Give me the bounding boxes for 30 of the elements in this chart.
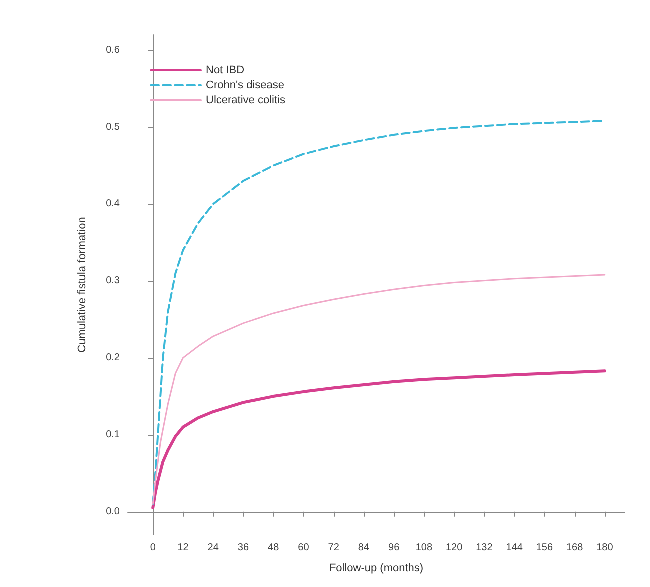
line-series: [152, 274, 606, 505]
x-tick-label: 60: [298, 542, 310, 554]
x-tick-label: 24: [208, 542, 220, 554]
x-tick-label: 108: [416, 542, 433, 554]
y-tick-label: 0.0: [106, 506, 120, 518]
legend-label: Not IBD: [206, 64, 245, 76]
x-tick-label: 132: [476, 542, 494, 554]
x-tick-label: 0: [150, 542, 156, 554]
y-tick-label: 0.6: [106, 44, 120, 56]
x-tick-label: 48: [268, 542, 280, 554]
y-tick-label: 0.4: [106, 198, 120, 210]
y-tick-label: 0.3: [106, 276, 120, 287]
x-tick-label: 84: [358, 542, 370, 554]
y-tick-label: 0.5: [106, 122, 120, 133]
y-axis-title: Cumulative fistula formation: [76, 217, 88, 353]
legend-label: Crohn's disease: [206, 80, 285, 92]
x-tick-label: 72: [328, 542, 340, 554]
x-axis-title: Follow-up (months): [329, 562, 424, 574]
y-tick-label: 0.1: [106, 430, 120, 440]
line-series: [152, 370, 606, 510]
x-tick-label: 120: [446, 542, 464, 554]
x-tick-label: 144: [506, 542, 524, 554]
y-tick-label: 0.2: [106, 352, 120, 364]
legend-label: Ulcerative colitis: [206, 94, 286, 106]
x-tick-label: 156: [536, 542, 554, 554]
x-tick-label: 12: [178, 542, 190, 554]
x-tick-label: 168: [566, 542, 584, 554]
x-tick-label: 180: [596, 542, 614, 554]
x-tick-label: 96: [388, 542, 400, 554]
x-tick-label: 36: [238, 542, 250, 554]
